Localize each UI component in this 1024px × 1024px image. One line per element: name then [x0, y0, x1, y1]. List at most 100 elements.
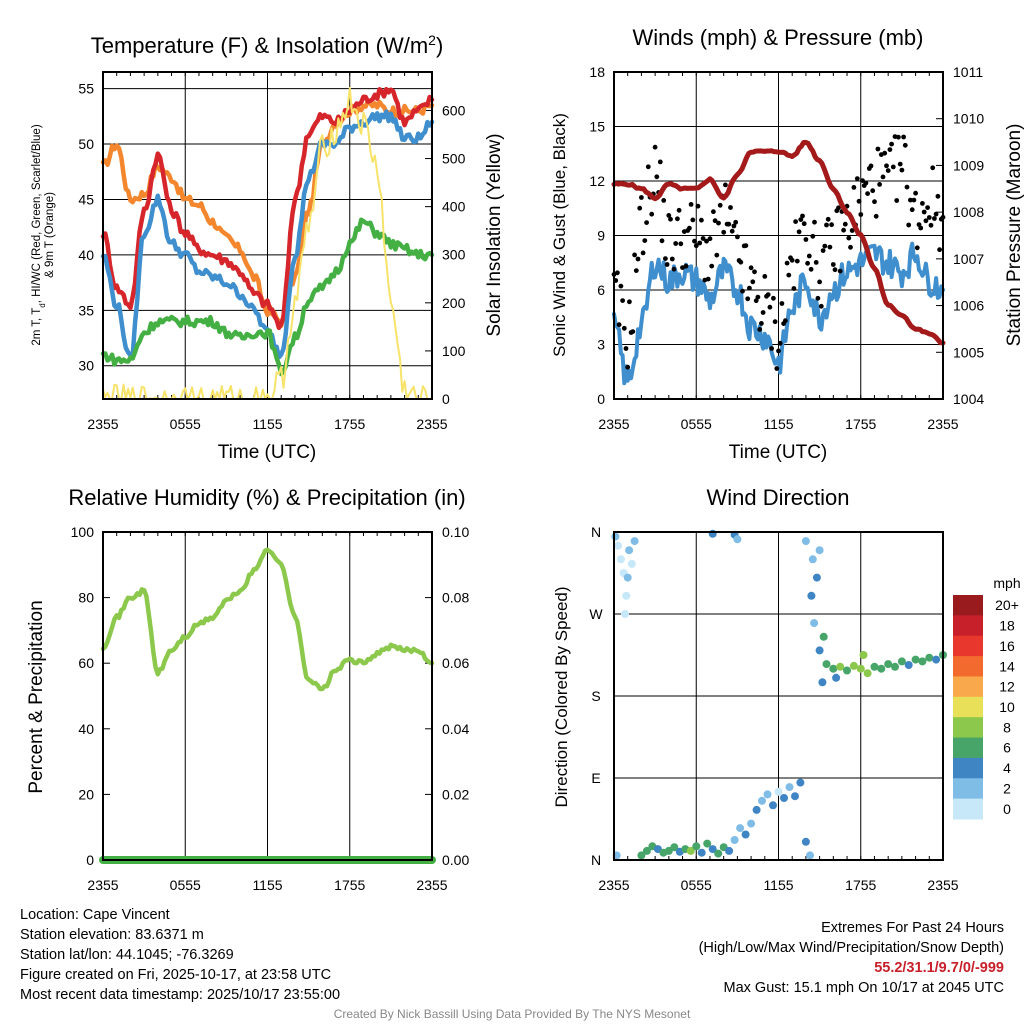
direction-point	[836, 662, 845, 671]
direction-point	[843, 666, 851, 675]
wind-y2label: Station Pressure (Maroon)	[1004, 124, 1024, 347]
y-tick-label: 6	[597, 282, 605, 298]
extremes-values: 55.2/31.1/9.7/0/-999	[874, 960, 1004, 976]
gust-point	[623, 346, 629, 351]
y-tick-label: 30	[78, 358, 94, 374]
gust-point	[753, 298, 759, 304]
y2-tick-label: 1008	[953, 204, 984, 220]
gust-point	[841, 227, 846, 233]
y2-tick-label: 500	[442, 151, 466, 167]
gust-point	[654, 174, 660, 180]
y-tick-label: N	[591, 852, 601, 868]
gust-point	[687, 225, 692, 231]
y2-tick-label: 100	[442, 343, 466, 359]
direction-point	[763, 790, 772, 799]
gust-point	[721, 229, 727, 235]
gust-point	[827, 244, 833, 250]
gust-point	[796, 229, 802, 235]
gust-point	[842, 221, 848, 227]
x-tick-label: 1155	[763, 416, 793, 432]
gust-point	[774, 366, 780, 371]
x-tick-label: 2355	[416, 416, 447, 432]
direction-point	[810, 619, 819, 628]
gust-point	[810, 233, 816, 239]
direction-point	[822, 660, 831, 669]
gust-point	[625, 364, 631, 370]
y-tick-label: 18	[589, 64, 605, 80]
gust-point	[926, 215, 932, 220]
gust-point	[930, 165, 936, 171]
gust-point	[709, 263, 715, 269]
gust-point	[704, 238, 709, 244]
gust-point	[663, 256, 668, 261]
gust-point	[889, 141, 894, 147]
temperature-title: Temperature (F) & Insolation (W/m2)	[91, 32, 444, 58]
temperature-y2label: Solar Insolation (Yellow)	[484, 133, 505, 336]
x-tick-label: 0555	[681, 416, 712, 432]
legend-swatch	[953, 595, 983, 616]
gust-point	[731, 223, 737, 229]
gust-point	[890, 164, 896, 170]
extremes-fields: (High/Low/Max Wind/Precipitation/Snow De…	[698, 940, 1004, 956]
y-tick-label: 50	[78, 136, 94, 152]
legend-swatch	[953, 757, 983, 779]
gust-point	[877, 182, 882, 187]
gust-point	[935, 193, 941, 199]
gust-point	[825, 216, 831, 222]
direction-point	[733, 535, 742, 544]
legend-label: 8	[1003, 719, 1011, 735]
series-station-pressure	[611, 139, 946, 346]
extremes-info: Extremes For Past 24 Hours (High/Low/Max…	[699, 918, 1004, 998]
y-tick-label: 100	[71, 524, 95, 540]
gust-point	[822, 243, 828, 249]
humidity-title: Relative Humidity (%) & Precipitation (i…	[68, 485, 465, 510]
legend-swatch	[953, 737, 983, 759]
gust-point	[669, 256, 675, 262]
gust-point	[820, 248, 826, 254]
direction-point	[863, 669, 872, 678]
y-tick-label: 60	[78, 655, 94, 671]
location-text: Location: Cape Vincent	[20, 907, 170, 923]
gust-point	[765, 292, 771, 297]
direction-point	[758, 796, 766, 805]
gust-point	[899, 167, 905, 173]
y-tick-label: 20	[78, 786, 94, 802]
gust-point	[837, 268, 843, 274]
y2-tick-label: 1006	[953, 298, 984, 314]
humidity-panel: Relative Humidity (%) & Precipitation (i…	[26, 485, 469, 893]
gust-point	[932, 216, 937, 221]
y2-tick-label: 1010	[953, 111, 984, 127]
elevation-text: Station elevation: 83.6371 m	[20, 927, 204, 943]
created-text: Figure created on Fri, 2025-10-17, at 23…	[20, 967, 332, 983]
y2-tick-label: 300	[442, 247, 466, 263]
direction-point	[808, 555, 817, 564]
plot-border	[102, 531, 433, 861]
gust-point	[700, 236, 706, 241]
max-gust-text: Max Gust: 15.1 mph On 10/17 at 2045 UTC	[723, 980, 1004, 996]
gust-point	[921, 209, 927, 215]
x-tick-label: 2355	[927, 416, 958, 432]
direction-point	[630, 537, 639, 546]
gust-point	[747, 285, 752, 291]
direction-point	[832, 673, 841, 682]
gust-point	[849, 228, 855, 233]
gust-point	[632, 252, 637, 258]
legend-swatch	[953, 696, 983, 718]
x-tick-label: 2355	[87, 877, 118, 893]
gust-point	[887, 147, 893, 153]
x-tick-label: 1155	[252, 416, 282, 432]
y-tick-label: S	[591, 688, 600, 704]
legend-label: 2	[1003, 780, 1011, 796]
direction-point	[692, 842, 701, 851]
legend-label: 18	[999, 618, 1015, 634]
x-tick-label: 0555	[170, 416, 201, 432]
y2-tick-label: 0.06	[442, 655, 469, 671]
gust-point	[779, 301, 785, 306]
x-tick-label: 1755	[334, 877, 365, 893]
series-9m-t	[100, 98, 435, 328]
x-tick-label: 2355	[416, 877, 447, 893]
gust-point	[693, 243, 699, 249]
gust-point	[738, 259, 744, 265]
gust-point	[885, 168, 891, 174]
direction-point	[774, 787, 783, 796]
